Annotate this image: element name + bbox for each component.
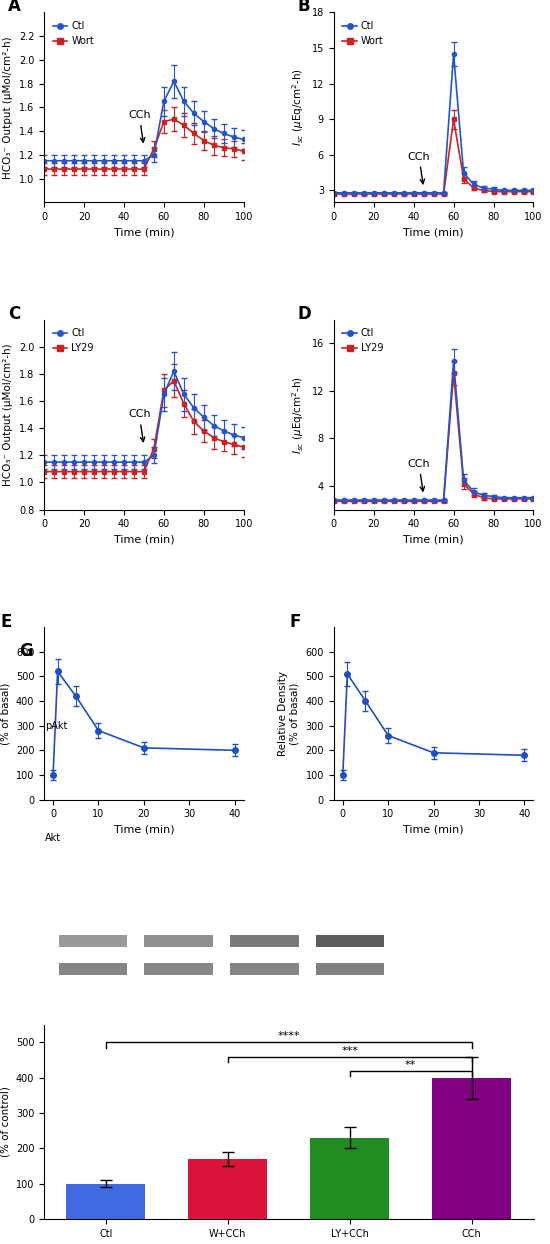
Bar — [59, 934, 127, 948]
Text: CCh: CCh — [408, 459, 430, 491]
Y-axis label: Relative Density
(% of basal): Relative Density (% of basal) — [278, 671, 300, 756]
Bar — [144, 963, 213, 975]
Bar — [144, 934, 213, 948]
Bar — [66, 1184, 146, 1219]
Text: pAkt: pAkt — [45, 720, 68, 731]
Text: C: C — [8, 305, 20, 322]
Text: F: F — [290, 613, 301, 631]
Y-axis label: $I_{sc}$ ($\mu$Eq/cm$^2$-h): $I_{sc}$ ($\mu$Eq/cm$^2$-h) — [290, 68, 306, 147]
Bar — [316, 934, 384, 948]
X-axis label: Time (min): Time (min) — [403, 825, 464, 835]
Bar — [188, 1159, 267, 1219]
Y-axis label: HCO₃⁻ Output (μMol/cm²-h): HCO₃⁻ Output (μMol/cm²-h) — [3, 343, 13, 486]
Legend: Ctl, Wort: Ctl, Wort — [49, 17, 98, 50]
Text: ***: *** — [341, 1045, 358, 1055]
Bar — [230, 963, 299, 975]
Bar — [316, 963, 384, 975]
Text: ****: **** — [278, 1031, 300, 1041]
Y-axis label: PI3K Activity
(% of basal): PI3K Activity (% of basal) — [0, 680, 10, 746]
Y-axis label: HCO₃⁻ Output (μMol/cm²-h): HCO₃⁻ Output (μMol/cm²-h) — [3, 36, 13, 179]
Text: Akt: Akt — [45, 832, 62, 842]
Text: B: B — [298, 0, 310, 15]
Text: CCh: CCh — [408, 152, 430, 184]
X-axis label: Time (min): Time (min) — [114, 228, 174, 238]
Text: D: D — [298, 305, 311, 322]
Text: E: E — [0, 613, 12, 631]
Legend: Ctl, LY29: Ctl, LY29 — [339, 325, 387, 357]
Bar — [59, 963, 127, 975]
Text: A: A — [8, 0, 21, 15]
X-axis label: Time (min): Time (min) — [114, 825, 174, 835]
X-axis label: Time (min): Time (min) — [403, 535, 464, 545]
Text: CCh: CCh — [128, 109, 151, 142]
Text: **: ** — [405, 1060, 416, 1070]
Bar — [310, 1138, 389, 1219]
Y-axis label: Relative Density
(% of control): Relative Density (% of control) — [0, 1080, 10, 1164]
Legend: Ctl, LY29: Ctl, LY29 — [49, 325, 97, 357]
Text: G: G — [20, 642, 33, 659]
X-axis label: Time (min): Time (min) — [114, 535, 174, 545]
Legend: Ctl, Wort: Ctl, Wort — [339, 17, 388, 50]
Bar — [230, 934, 299, 948]
Y-axis label: $I_{sc}$ ($\mu$Eq/cm$^2$-h): $I_{sc}$ ($\mu$Eq/cm$^2$-h) — [290, 376, 306, 454]
X-axis label: Time (min): Time (min) — [403, 228, 464, 238]
Text: CCh: CCh — [128, 409, 151, 442]
Bar — [432, 1077, 512, 1219]
